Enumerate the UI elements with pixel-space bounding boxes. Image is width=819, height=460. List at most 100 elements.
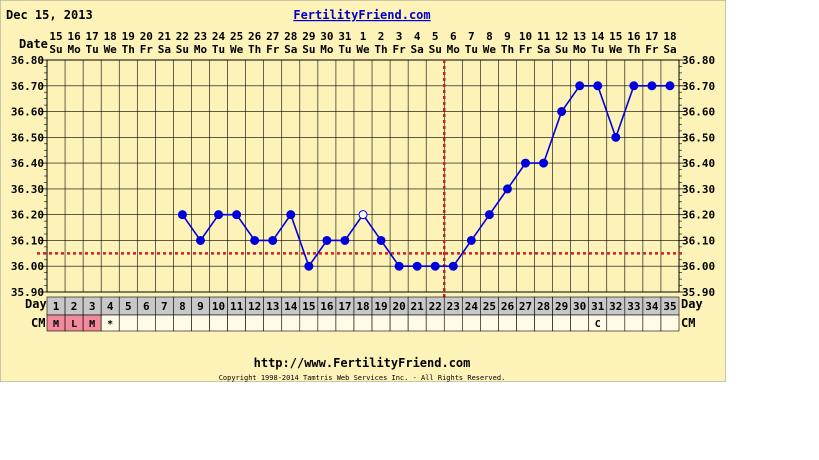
weekday-label: Su: [49, 43, 62, 56]
temperature-point: [232, 210, 242, 220]
date-label: 1: [360, 30, 367, 43]
cycle-day-label: 32: [609, 300, 622, 313]
weekday-label: Tu: [591, 43, 604, 56]
cm-cell: [516, 314, 535, 332]
weekday-label: Fr: [519, 43, 533, 56]
cycle-day-label: 25: [483, 300, 496, 313]
date-label: 16: [67, 30, 81, 43]
cm-cell: [227, 314, 246, 332]
cycle-day-label: 20: [392, 300, 405, 313]
temperature-point: [268, 235, 278, 245]
y-tick-label-right: 36.50: [682, 131, 715, 144]
weekday-label: Su: [176, 43, 189, 56]
weekday-label: Fr: [392, 43, 406, 56]
weekday-label: Sa: [411, 43, 424, 56]
cycle-day-label: 2: [71, 300, 78, 313]
weekday-label: We: [104, 43, 118, 56]
temperature-point: [304, 261, 314, 271]
site-title-link[interactable]: FertilityFriend.com: [293, 8, 430, 22]
cm-cell: [443, 314, 463, 332]
cm-cell: [552, 314, 571, 332]
cycle-day-label: 6: [143, 300, 150, 313]
y-tick-label-right: 36.40: [682, 157, 715, 170]
weekday-label: Sa: [158, 43, 171, 56]
cm-cell: [624, 314, 644, 332]
date-label: 17: [86, 30, 99, 43]
weekday-label: Th: [374, 43, 387, 56]
temperature-point: [214, 210, 224, 220]
date-label: 18: [104, 30, 117, 43]
temperature-series: [177, 81, 675, 271]
cm-value: C: [595, 319, 601, 330]
temperature-point: [394, 261, 404, 271]
cycle-day-label: 27: [519, 300, 532, 313]
cycle-day-label: 29: [555, 300, 568, 313]
date-label: 5: [432, 30, 439, 43]
date-label: 2: [378, 30, 385, 43]
cm-cell: [498, 314, 517, 332]
date-label: 12: [555, 30, 568, 43]
weekday-label: Mo: [194, 43, 208, 56]
weekday-label: Th: [501, 43, 514, 56]
date-label: 27: [266, 30, 279, 43]
cm-value: M: [53, 319, 59, 330]
weekday-label: Mo: [320, 43, 334, 56]
cycle-day-label: 30: [573, 300, 586, 313]
temperature-point: [340, 235, 350, 245]
cycle-day-label: 9: [197, 300, 204, 313]
cycle-day-label: 22: [429, 300, 442, 313]
cycle-day-label: 19: [374, 300, 387, 313]
chart-canvas: Dec 15, 2013 FertilityFriend.com Date 15…: [0, 0, 727, 383]
cm-cell: [407, 314, 427, 332]
reference-lines: [37, 60, 685, 298]
weekday-label: Th: [122, 43, 135, 56]
weekday-label: We: [230, 43, 244, 56]
temperature-point: [611, 132, 621, 142]
footer-url[interactable]: http://www.FertilityFriend.com: [254, 356, 471, 370]
cycle-day-label: 12: [248, 300, 261, 313]
cm-row-label-right: CM: [681, 316, 695, 330]
temperature-point: [376, 235, 386, 245]
date-label: 13: [573, 30, 586, 43]
date-label: 16: [627, 30, 641, 43]
y-tick-label-right: 36.30: [682, 183, 715, 196]
y-tick-label-right: 36.80: [682, 54, 715, 67]
cycle-day-label: 34: [645, 300, 659, 313]
temperature-point: [484, 210, 494, 220]
date-label: 7: [468, 30, 475, 43]
weekday-label: Mo: [573, 43, 587, 56]
date-label: 11: [537, 30, 551, 43]
cm-cell: [118, 314, 138, 332]
cm-cell: [642, 314, 662, 332]
cycle-day-label: 14: [284, 300, 298, 313]
weekday-label: Fr: [266, 43, 280, 56]
temperature-point: [557, 107, 567, 117]
date-label: 19: [122, 30, 135, 43]
y-tick-label-left: 36.00: [11, 260, 44, 273]
cm-value: M: [89, 319, 95, 330]
y-tick-label-left: 36.70: [11, 80, 44, 93]
date-label: 10: [519, 30, 532, 43]
day-row-label-right: Day: [681, 297, 703, 311]
weekday-label: Su: [555, 43, 568, 56]
cycle-day-label: 18: [356, 300, 369, 313]
y-tick-label-right: 36.10: [682, 234, 715, 247]
weekday-label: Sa: [663, 43, 676, 56]
temperature-point: [575, 81, 585, 91]
temperature-point: [322, 235, 332, 245]
grid: [46, 59, 680, 293]
temperature-point: [665, 81, 675, 91]
date-label: 23: [194, 30, 207, 43]
date-label: 28: [284, 30, 297, 43]
cm-value: L: [71, 319, 77, 330]
cm-cell: [209, 314, 228, 332]
y-tick-label-right: 36.70: [682, 80, 715, 93]
temperature-point: [448, 261, 458, 271]
cycle-day-label: 17: [338, 300, 351, 313]
weekday-label: Tu: [86, 43, 99, 56]
cm-cell: [335, 314, 355, 332]
cm-cell: [191, 314, 210, 332]
weekday-label: Tu: [465, 43, 478, 56]
cycle-day-label: 26: [501, 300, 515, 313]
temperature-point: [358, 210, 368, 220]
